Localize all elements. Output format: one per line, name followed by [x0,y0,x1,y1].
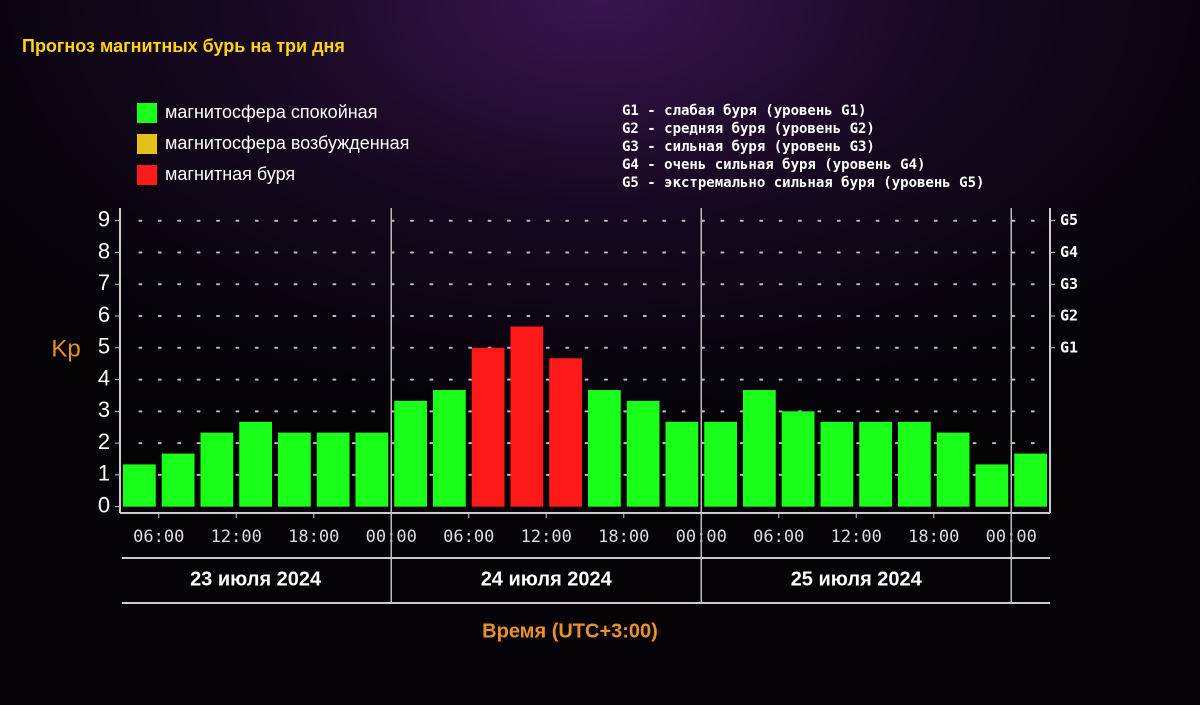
bar [588,390,621,507]
y-tick-label: 7 [98,270,110,295]
y2-tick-label: G1 [1060,338,1078,356]
bar [820,421,854,507]
storm-level: G4 - очень сильная буря (уровень G4) [622,157,925,173]
bar [743,390,776,507]
bar [123,464,156,507]
bar [781,411,815,507]
bar [394,400,427,507]
y-tick-label: 0 [98,492,110,517]
bar [549,358,582,507]
x-tick-label: 06:00 [753,527,804,547]
bar [316,432,350,507]
y-tick-label: 3 [98,397,110,422]
y2-tick-label: G5 [1060,211,1078,229]
bar [510,326,544,507]
bar [704,421,737,507]
bar [239,421,272,507]
x-tick-label: 18:00 [288,527,339,547]
storm-level: G2 - средняя буря (уровень G2) [622,121,875,137]
storm-level: G1 - слабая буря (уровень G1) [622,103,866,119]
legend-swatch [137,134,157,154]
x-tick-label: 12:00 [831,527,882,547]
legend-label: магнитная буря [165,164,295,184]
y-tick-label: 1 [98,461,110,486]
bar [355,432,389,507]
y2-tick-label: G4 [1060,243,1078,261]
bar [433,390,466,507]
legend-label: магнитосфера спокойная [165,102,377,122]
bar [665,421,699,507]
bar [859,421,892,507]
legend-swatch [137,103,157,123]
legend-label: магнитосфера возбужденная [165,133,409,153]
bar [278,432,311,507]
bar [161,453,195,507]
x-tick-label: 18:00 [908,527,959,547]
x-tick-label: 18:00 [598,527,649,547]
bar [1014,453,1047,507]
bar [975,464,1009,507]
x-tick-label: 06:00 [133,527,184,547]
y-tick-label: 4 [98,365,110,390]
y-tick-label: 6 [98,302,110,327]
x-tick-label: 06:00 [443,527,494,547]
bar [471,347,505,507]
storm-level: G5 - экстремально сильная буря (уровень … [622,175,984,191]
x-tick-label: 12:00 [211,527,262,547]
bar [200,432,234,507]
y2-tick-label: G3 [1060,275,1078,293]
y-tick-label: 8 [98,238,110,263]
storm-level: G3 - сильная буря (уровень G3) [622,139,875,155]
day-label: 24 июля 2024 [481,568,613,590]
bar [898,421,931,507]
day-label: 25 июля 2024 [791,568,923,590]
y2-tick-label: G2 [1060,307,1078,325]
bar [936,432,970,507]
bar [626,400,660,507]
y-tick-label: 9 [98,207,110,232]
page-title: Прогноз магнитных бурь на три дня [22,36,345,56]
legend-swatch [137,165,157,185]
x-axis-label: Время (UTC+3:00) [482,620,658,642]
y-tick-label: 5 [98,334,110,359]
day-label: 23 июля 2024 [190,568,322,590]
y-axis-label: Kp [51,335,80,362]
y-tick-label: 2 [98,429,110,454]
x-tick-label: 12:00 [521,527,572,547]
